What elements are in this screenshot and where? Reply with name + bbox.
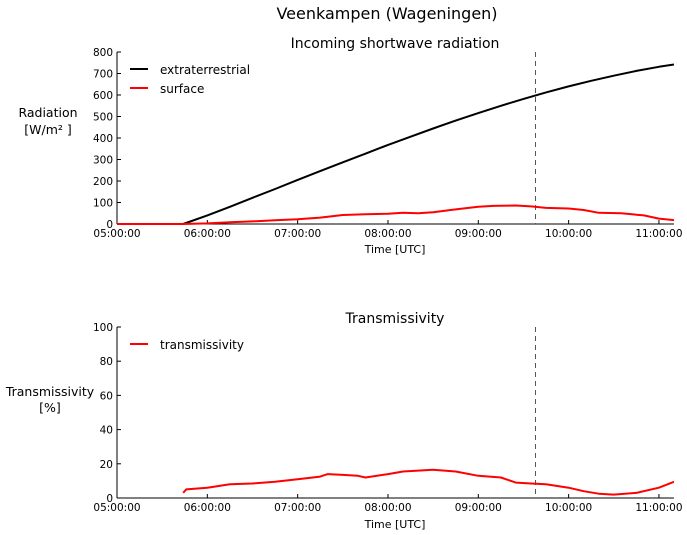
y-tick-label: 300: [93, 155, 113, 167]
transmissivity-title: Transmissivity: [345, 311, 445, 327]
y-tick-label: 500: [93, 112, 113, 124]
x-tick-label: 11:00:00: [635, 502, 682, 514]
y-tick-label: 100: [93, 322, 113, 334]
x-tick-label: 10:00:00: [545, 228, 592, 240]
radiation-legend: extraterrestrial surface: [130, 63, 250, 96]
x-tick-label: 06:00:00: [184, 228, 231, 240]
y-tick-label: 0: [106, 493, 113, 505]
radiation-panel: Incoming shortwave radiation Radiation […: [18, 36, 682, 256]
legend-label-surface: surface: [160, 82, 204, 96]
x-tick-label: 09:00:00: [455, 502, 502, 514]
y-tick-label: 100: [93, 198, 113, 210]
radiation-xlabel: Time [UTC]: [364, 243, 426, 256]
x-tick-label: 11:00:00: [635, 228, 682, 240]
y-tick-label: 40: [100, 425, 113, 437]
radiation-title: Incoming shortwave radiation: [291, 36, 500, 52]
y-tick-label: 600: [93, 90, 113, 102]
y-tick-label: 400: [93, 133, 113, 145]
transmissivity-legend: transmissivity: [130, 338, 244, 352]
radiation-ylabel-line1: Radiation: [18, 105, 77, 120]
series-line-surface: [117, 204, 674, 225]
y-tick-label: 200: [93, 176, 113, 188]
x-tick-label: 07:00:00: [274, 228, 321, 240]
radiation-ylabel-line2: [W/m² ]: [24, 122, 72, 137]
figure-title: Veenkampen (Wageningen): [276, 4, 497, 23]
x-tick-label: 05:00:00: [93, 502, 140, 514]
y-tick-label: 60: [100, 390, 113, 402]
x-tick-label: 08:00:00: [364, 228, 411, 240]
legend-label-transmissivity: transmissivity: [160, 338, 244, 352]
x-tick-label: 06:00:00: [184, 502, 231, 514]
y-tick-label: 20: [100, 459, 113, 471]
transmissivity-xlabel: Time [UTC]: [364, 518, 426, 531]
y-tick-label: 80: [100, 356, 113, 368]
series-line-transmissivity: [182, 468, 674, 496]
legend-label-extraterrestrial: extraterrestrial: [160, 63, 250, 77]
series-line-extraterrestrial: [117, 63, 674, 225]
y-tick-label: 700: [93, 69, 113, 81]
x-tick-label: 10:00:00: [545, 502, 592, 514]
transmissivity-ylabel-line1: Transmissivity: [5, 384, 95, 399]
transmissivity-ylabel-line2: [%]: [39, 400, 61, 415]
y-tick-label: 0: [106, 219, 113, 231]
transmissivity-panel: Transmissivity Transmissivity [%] Time […: [5, 311, 683, 531]
y-tick-label: 800: [93, 47, 113, 59]
x-tick-label: 07:00:00: [274, 502, 321, 514]
x-tick-label: 08:00:00: [364, 502, 411, 514]
x-tick-label: 05:00:00: [93, 228, 140, 240]
x-tick-label: 09:00:00: [455, 228, 502, 240]
